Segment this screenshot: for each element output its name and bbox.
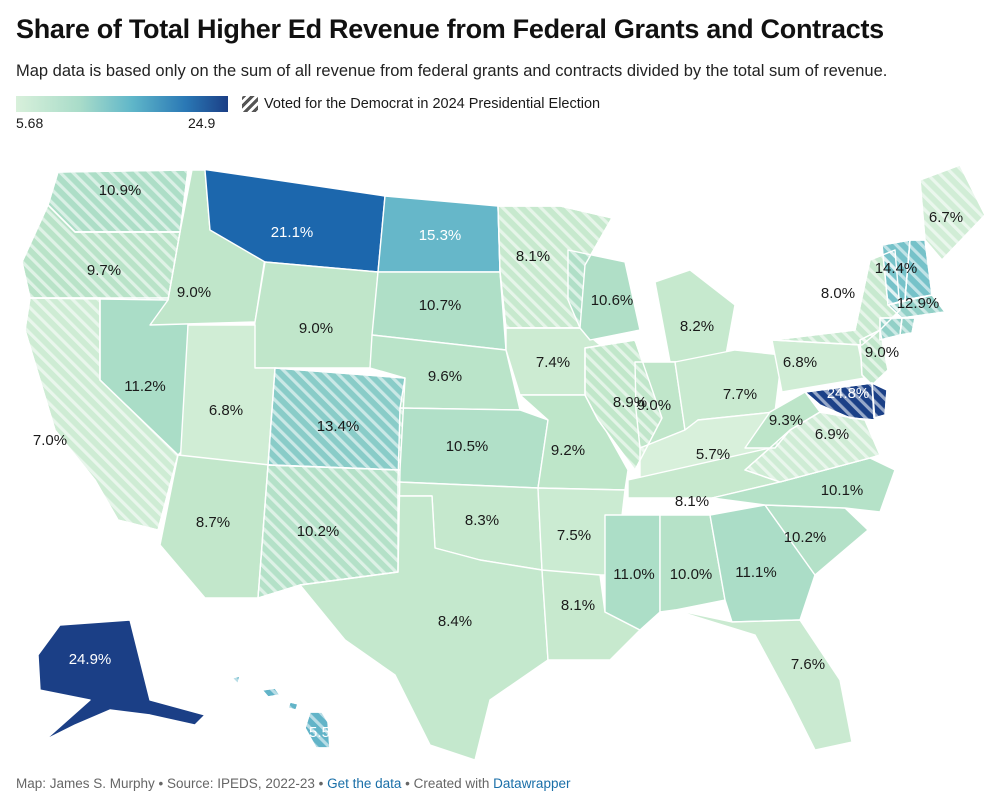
state-wy[interactable]: [249, 261, 379, 369]
state-label-az: 8.7%: [196, 514, 230, 531]
state-label-hi: 15.5%: [301, 724, 344, 741]
state-label-oh: 7.7%: [723, 386, 757, 403]
state-hatch-or: [21, 204, 181, 301]
footer-credit: Map: James S. Murphy • Source: IPEDS, 20…: [16, 776, 328, 791]
label-layer: 10.9% 9.7% 7.0% 11.2% 9.0% 21.1% 9.0% 6.8% 13.4%…: [33, 182, 963, 741]
legend-hatch-swatch: [242, 96, 258, 112]
state-hatch-de: [871, 382, 888, 419]
state-hatch-va: [744, 411, 881, 483]
state-label-ny: 8.0%: [821, 285, 855, 302]
state-label-wa: 10.9%: [99, 182, 142, 199]
state-label-mi: 8.2%: [680, 318, 714, 335]
state-label-ga: 11.1%: [735, 564, 776, 581]
state-label-me: 6.7%: [929, 209, 963, 226]
legend-hatch-label: Voted for the Democrat in 2024 President…: [264, 96, 601, 112]
state-hatch-il: [584, 339, 663, 471]
state-label-nv: 11.2%: [124, 378, 165, 395]
datawrapper-link[interactable]: Datawrapper: [493, 776, 571, 791]
state-label-pa: 6.8%: [783, 354, 817, 371]
legend-max-label: 24.9: [188, 115, 216, 131]
state-label-wv: 9.3%: [769, 412, 803, 429]
state-ak[interactable]: [37, 619, 206, 741]
state-label-al: 10.0%: [670, 566, 713, 583]
state-hatch-ri: [899, 317, 916, 336]
state-label-nj: 9.0%: [865, 344, 899, 361]
state-label-ma: 12.9%: [897, 295, 940, 312]
state-label-ak: 24.9%: [69, 651, 112, 668]
state-hatch-ca: [24, 297, 179, 531]
state-hatch-mn: [497, 205, 613, 329]
state-label-ut: 6.8%: [209, 402, 243, 419]
state-hatch-nm: [257, 464, 401, 599]
state-label-sc: 10.2%: [784, 529, 827, 546]
state-label-mn: 8.1%: [516, 248, 550, 265]
state-label-nc: 10.1%: [821, 482, 864, 499]
state-fl[interactable]: [674, 609, 853, 751]
state-label-ok: 8.3%: [465, 512, 499, 529]
state-label-mt: 21.1%: [271, 224, 314, 241]
state-label-wi: 10.6%: [591, 292, 634, 309]
state-label-sd: 10.7%: [419, 297, 462, 314]
state-hatch-ct: [879, 317, 903, 341]
state-hatch-hi: [231, 675, 331, 749]
state-label-la: 8.1%: [561, 597, 595, 614]
state-label-nm: 10.2%: [297, 523, 340, 540]
state-az[interactable]: [159, 454, 271, 599]
state-al[interactable]: [659, 514, 726, 613]
footer-credits: Map: James S. Murphy • Source: IPEDS, 20…: [16, 776, 570, 791]
state-label-or: 9.7%: [87, 262, 121, 279]
state-label-ks: 10.5%: [446, 438, 489, 455]
hatch-layer: [21, 164, 986, 749]
state-label-nd: 15.3%: [419, 227, 462, 244]
state-label-ne: 9.6%: [428, 368, 462, 385]
chart-subtitle: Map data is based only on the sum of all…: [16, 62, 888, 80]
state-label-mo: 9.2%: [551, 442, 585, 459]
state-hatch-wa: [47, 169, 189, 233]
state-hatch-ma: [887, 294, 946, 319]
state-hatch-nj: [859, 329, 889, 386]
state-label-vt: 14.4%: [875, 260, 918, 277]
state-label-md: 24.8%: [827, 385, 870, 402]
state-label-ms: 11.0%: [613, 566, 654, 583]
state-label-wy: 9.0%: [299, 320, 333, 337]
state-ms[interactable]: [604, 514, 661, 631]
state-label-ar: 7.5%: [557, 527, 591, 544]
state-label-id: 9.0%: [177, 284, 211, 301]
state-hatch-md: [804, 382, 876, 421]
chart-title: Share of Total Higher Ed Revenue from Fe…: [16, 14, 884, 44]
legend-color-scale: [16, 96, 228, 112]
state-label-tn: 8.1%: [675, 493, 709, 510]
state-label-co: 13.4%: [317, 418, 360, 435]
state-hatch-me: [919, 164, 986, 261]
state-label-il: 8.9%: [613, 394, 647, 411]
state-label-ca: 7.0%: [33, 432, 67, 449]
footer-created-with: • Created with: [401, 776, 494, 791]
state-label-va: 6.9%: [815, 426, 849, 443]
get-the-data-link[interactable]: Get the data: [327, 776, 402, 791]
state-label-ky: 5.7%: [696, 446, 730, 463]
state-label-tx: 8.4%: [438, 613, 472, 630]
state-label-fl: 7.6%: [791, 656, 825, 673]
state-label-ia: 7.4%: [536, 354, 570, 371]
state-label-in: 9.0%: [637, 397, 671, 414]
state-mi[interactable]: [654, 269, 736, 363]
legend-min-label: 5.68: [16, 115, 44, 131]
